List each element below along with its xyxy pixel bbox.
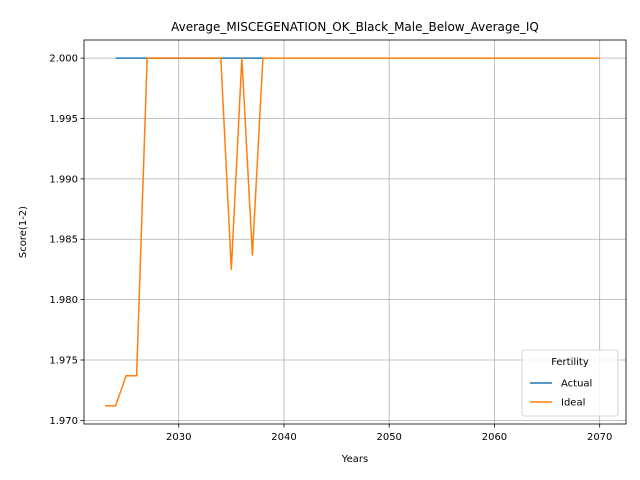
legend-title: Fertility (551, 357, 589, 368)
y-tick-label: 1.995 (49, 114, 78, 125)
y-tick-label: 2.000 (49, 54, 78, 65)
x-axis-label: Years (341, 454, 368, 465)
series-lines (105, 57, 600, 407)
x-tick-label: 2040 (271, 432, 296, 443)
y-tick-label: 1.985 (49, 235, 78, 246)
y-tick-label: 1.975 (49, 356, 78, 367)
legend: Fertility Actual Ideal (521, 349, 619, 417)
plot-area-frame (83, 39, 627, 425)
legend-label-actual: Actual (561, 379, 592, 390)
grid-lines (84, 40, 626, 424)
legend-label-ideal: Ideal (561, 398, 585, 409)
y-tick-label: 1.990 (49, 174, 78, 185)
x-axis-ticks: 2030 2040 2050 2060 2070 (166, 424, 612, 443)
x-tick-label: 2070 (587, 432, 612, 443)
legend-box (521, 349, 619, 417)
y-axis-label: Score(1-2) (18, 206, 29, 258)
y-axis-ticks: 1.970 1.975 1.980 1.985 1.990 1.995 2.000 (49, 54, 84, 427)
chart-title: Average_MISCEGENATION_OK_Black_Male_Belo… (171, 20, 539, 34)
y-tick-label: 1.980 (49, 295, 78, 306)
x-tick-label: 2060 (482, 432, 507, 443)
y-tick-label: 1.970 (49, 416, 78, 427)
series-line-ideal (105, 57, 600, 407)
x-tick-label: 2030 (166, 432, 191, 443)
x-tick-label: 2050 (376, 432, 401, 443)
